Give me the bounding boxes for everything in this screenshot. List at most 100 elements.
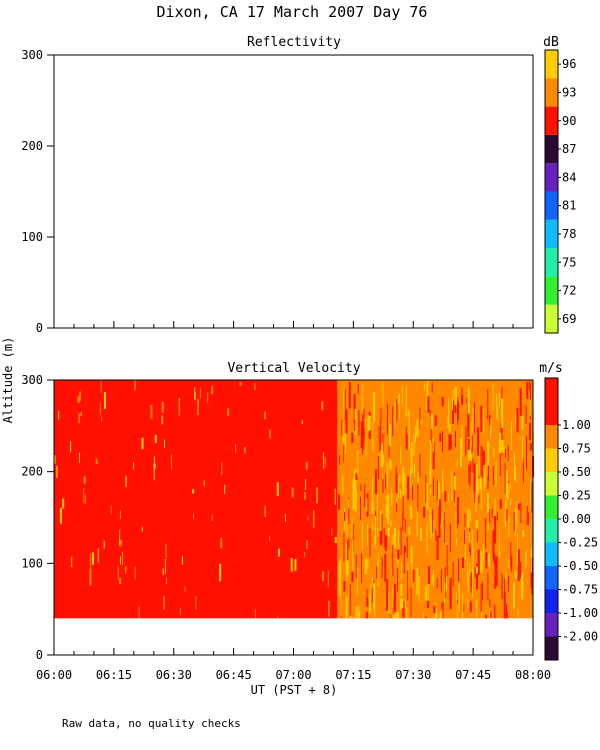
- velocity-streak: [351, 432, 354, 443]
- velocity-streak: [366, 589, 368, 599]
- velocity-streak: [269, 429, 271, 439]
- velocity-y-tick-label: 0: [36, 648, 43, 662]
- reflectivity-colorbar-tick-label: 72: [562, 284, 576, 298]
- velocity-streak: [510, 420, 512, 450]
- y-axis-label: Altitude (m): [1, 337, 15, 424]
- velocity-streak: [394, 402, 396, 414]
- velocity-streak: [492, 530, 495, 558]
- velocity-streak: [442, 470, 444, 493]
- velocity-streak: [304, 552, 306, 557]
- velocity-streak: [364, 559, 367, 575]
- velocity-colorbar-swatch: [545, 636, 558, 660]
- velocity-streak: [478, 478, 480, 495]
- velocity-streak: [363, 408, 365, 437]
- velocity-streak: [481, 446, 483, 479]
- velocity-streak: [471, 569, 473, 598]
- velocity-streak: [154, 434, 157, 444]
- velocity-streak: [382, 433, 384, 451]
- velocity-streak: [464, 513, 466, 528]
- velocity-streak: [372, 523, 374, 531]
- velocity-streak: [461, 557, 464, 568]
- velocity-streak: [436, 480, 438, 500]
- velocity-streak: [354, 468, 357, 491]
- velocity-streak: [387, 403, 389, 412]
- velocity-streak: [432, 441, 435, 470]
- velocity-streak: [479, 445, 481, 477]
- velocity-streak: [348, 497, 350, 525]
- velocity-streak: [487, 521, 489, 531]
- velocity-title: Vertical Velocity: [227, 361, 360, 376]
- velocity-streak: [400, 583, 403, 597]
- velocity-streak: [472, 458, 474, 473]
- velocity-streak: [165, 543, 167, 558]
- velocity-streak: [366, 498, 368, 512]
- velocity-streak: [99, 402, 101, 415]
- velocity-streak: [71, 556, 73, 568]
- velocity-streak: [380, 442, 383, 468]
- reflectivity-plot-frame: [53, 54, 534, 329]
- velocity-streak: [70, 441, 72, 453]
- velocity-streak: [404, 518, 406, 534]
- velocity-x-tick-label: 07:00: [275, 668, 311, 682]
- velocity-streak: [489, 415, 492, 427]
- velocity-streak: [368, 415, 371, 431]
- velocity-streak: [456, 460, 458, 468]
- velocity-streak: [458, 558, 460, 582]
- velocity-streak: [529, 422, 532, 441]
- velocity-streak: [416, 424, 418, 435]
- velocity-streak: [515, 507, 517, 536]
- velocity-streak: [392, 587, 394, 608]
- velocity-colorbar-swatch: [545, 613, 558, 637]
- velocity-streak: [338, 567, 340, 597]
- velocity-streak: [352, 523, 354, 552]
- velocity-streak: [482, 557, 484, 569]
- velocity-streak: [441, 602, 443, 609]
- velocity-streak: [358, 611, 361, 619]
- velocity-streak: [352, 478, 355, 510]
- reflectivity-colorbar-tick-label: 81: [562, 199, 576, 213]
- velocity-colorbar-swatch: [545, 495, 558, 519]
- velocity-streak: [377, 455, 379, 479]
- velocity-streak: [479, 478, 482, 490]
- velocity-streak: [394, 409, 396, 419]
- velocity-streak: [321, 401, 324, 411]
- velocity-streak: [365, 611, 368, 619]
- velocity-streak: [164, 558, 166, 574]
- velocity-streak: [505, 470, 508, 498]
- velocity-streak: [522, 529, 525, 538]
- velocity-streak: [396, 399, 398, 422]
- velocity-streak: [406, 536, 408, 558]
- velocity-streak: [473, 463, 476, 493]
- velocity-streak: [361, 423, 363, 455]
- velocity-streak: [522, 435, 524, 463]
- velocity-streak: [380, 511, 383, 534]
- velocity-streak: [448, 493, 450, 502]
- velocity-streak: [407, 570, 409, 601]
- velocity-colorbar-swatch: [545, 378, 558, 402]
- velocity-streak: [461, 424, 463, 456]
- velocity-streak: [290, 558, 293, 572]
- velocity-colorbar-tick-label: 0.25: [562, 489, 591, 503]
- velocity-streak: [119, 510, 121, 520]
- velocity-streak: [360, 421, 363, 449]
- velocity-streak: [419, 528, 422, 541]
- velocity-streak: [472, 547, 474, 580]
- velocity-streak: [507, 445, 509, 462]
- velocity-x-tick-label: 06:00: [36, 668, 72, 682]
- velocity-streak: [462, 594, 464, 619]
- velocity-streak: [141, 526, 143, 532]
- velocity-y-tick-label: 100: [21, 556, 43, 570]
- velocity-streak: [79, 391, 81, 402]
- velocity-streak: [515, 412, 517, 432]
- velocity-colorbar-tick-label: 1.00: [562, 418, 591, 432]
- velocity-streak: [508, 559, 510, 569]
- reflectivity-colorbar-frame: [544, 49, 559, 334]
- velocity-streak: [399, 474, 401, 484]
- velocity-streak: [141, 437, 144, 450]
- velocity-colorbar-tick-label: -0.50: [562, 559, 598, 573]
- velocity-streak: [410, 506, 413, 520]
- velocity-streak: [83, 488, 85, 503]
- velocity-streak: [402, 601, 405, 618]
- velocity-streak: [207, 392, 209, 404]
- velocity-streak: [402, 496, 404, 521]
